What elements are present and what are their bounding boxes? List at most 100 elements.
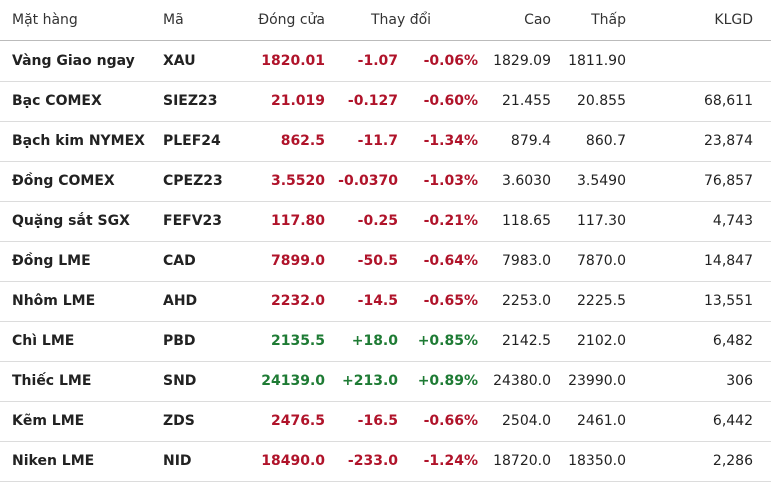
low: 20.855 <box>577 93 626 109</box>
change: -11.7 <box>357 133 398 149</box>
symbol: SND <box>163 373 197 389</box>
change-percent: -0.21% <box>423 213 478 229</box>
high: 2253.0 <box>502 293 551 309</box>
change: +213.0 <box>341 373 398 389</box>
commodity-name: Nhôm LME <box>12 293 96 309</box>
low: 7870.0 <box>577 253 626 269</box>
row-divider <box>0 161 771 162</box>
high: 18720.0 <box>493 453 551 469</box>
header-cell: Cao <box>524 12 551 28</box>
close-price: 7899.0 <box>270 253 325 269</box>
commodity-name: Vàng Giao ngay <box>12 53 135 69</box>
header-divider <box>0 40 771 41</box>
commodity-name: Đồng COMEX <box>12 173 115 189</box>
low: 23990.0 <box>568 373 626 389</box>
change-percent: -0.65% <box>423 293 478 309</box>
row-divider <box>0 81 771 82</box>
symbol: PLEF24 <box>163 133 221 149</box>
header-cell: KLGD <box>714 12 753 28</box>
change: -1.07 <box>357 53 398 69</box>
low: 2461.0 <box>577 413 626 429</box>
high: 1829.09 <box>493 53 551 69</box>
close-price: 2232.0 <box>270 293 325 309</box>
symbol: ZDS <box>163 413 195 429</box>
low: 2102.0 <box>577 333 626 349</box>
header-cell: Mặt hàng <box>12 12 78 28</box>
volume: 13,551 <box>704 293 753 309</box>
row-divider <box>0 241 771 242</box>
low: 1811.90 <box>568 53 626 69</box>
commodity-name: Bạc COMEX <box>12 93 102 109</box>
close-price: 117.80 <box>270 213 325 229</box>
change: -233.0 <box>347 453 398 469</box>
close-price: 2476.5 <box>270 413 325 429</box>
high: 2504.0 <box>502 413 551 429</box>
change: -16.5 <box>357 413 398 429</box>
close-price: 3.5520 <box>270 173 325 189</box>
high: 879.4 <box>510 133 551 149</box>
symbol: XAU <box>163 53 196 69</box>
symbol: NID <box>163 453 192 469</box>
low: 18350.0 <box>568 453 626 469</box>
low: 2225.5 <box>577 293 626 309</box>
change: +18.0 <box>351 333 398 349</box>
high: 21.455 <box>502 93 551 109</box>
change-percent: -0.64% <box>423 253 478 269</box>
change-percent: -0.06% <box>423 53 478 69</box>
commodity-name: Niken LME <box>12 453 95 469</box>
commodity-name: Chì LME <box>12 333 75 349</box>
close-price: 2135.5 <box>270 333 325 349</box>
change-percent: -1.24% <box>423 453 478 469</box>
high: 7983.0 <box>502 253 551 269</box>
change-percent: -0.66% <box>423 413 478 429</box>
change-percent: -0.60% <box>423 93 478 109</box>
row-divider <box>0 361 771 362</box>
change-percent: +0.89% <box>417 373 478 389</box>
volume: 68,611 <box>704 93 753 109</box>
change: -50.5 <box>357 253 398 269</box>
header-cell: Mã <box>163 12 184 28</box>
symbol: CPEZ23 <box>163 173 223 189</box>
close-price: 24139.0 <box>261 373 325 389</box>
row-divider <box>0 321 771 322</box>
commodity-name: Kẽm LME <box>12 413 85 429</box>
symbol: SIEZ23 <box>163 93 218 109</box>
symbol: PBD <box>163 333 196 349</box>
change: -14.5 <box>357 293 398 309</box>
low: 3.5490 <box>577 173 626 189</box>
change-percent: +0.85% <box>417 333 478 349</box>
symbol: CAD <box>163 253 196 269</box>
volume: 6,482 <box>712 333 753 349</box>
commodity-name: Quặng sắt SGX <box>12 213 130 229</box>
volume: 2,286 <box>712 453 753 469</box>
change-percent: -1.03% <box>423 173 478 189</box>
row-divider <box>0 121 771 122</box>
row-divider <box>0 201 771 202</box>
row-divider <box>0 481 771 482</box>
high: 3.6030 <box>502 173 551 189</box>
high: 118.65 <box>502 213 551 229</box>
change-percent: -1.34% <box>423 133 478 149</box>
low: 117.30 <box>577 213 626 229</box>
symbol: FEFV23 <box>163 213 223 229</box>
volume: 23,874 <box>704 133 753 149</box>
header-cell: Đóng cửa <box>258 12 325 28</box>
commodity-name: Thiếc LME <box>12 373 92 389</box>
row-divider <box>0 401 771 402</box>
volume: 76,857 <box>704 173 753 189</box>
change: -0.127 <box>347 93 398 109</box>
close-price: 1820.01 <box>261 53 325 69</box>
row-divider <box>0 441 771 442</box>
high: 24380.0 <box>493 373 551 389</box>
close-price: 21.019 <box>270 93 325 109</box>
symbol: AHD <box>163 293 198 309</box>
volume: 6,442 <box>712 413 753 429</box>
header-cell: Thấp <box>591 12 626 28</box>
change: -0.25 <box>357 213 398 229</box>
high: 2142.5 <box>502 333 551 349</box>
close-price: 18490.0 <box>261 453 325 469</box>
close-price: 862.5 <box>280 133 325 149</box>
volume: 306 <box>726 373 753 389</box>
commodity-name: Đồng LME <box>12 253 91 269</box>
